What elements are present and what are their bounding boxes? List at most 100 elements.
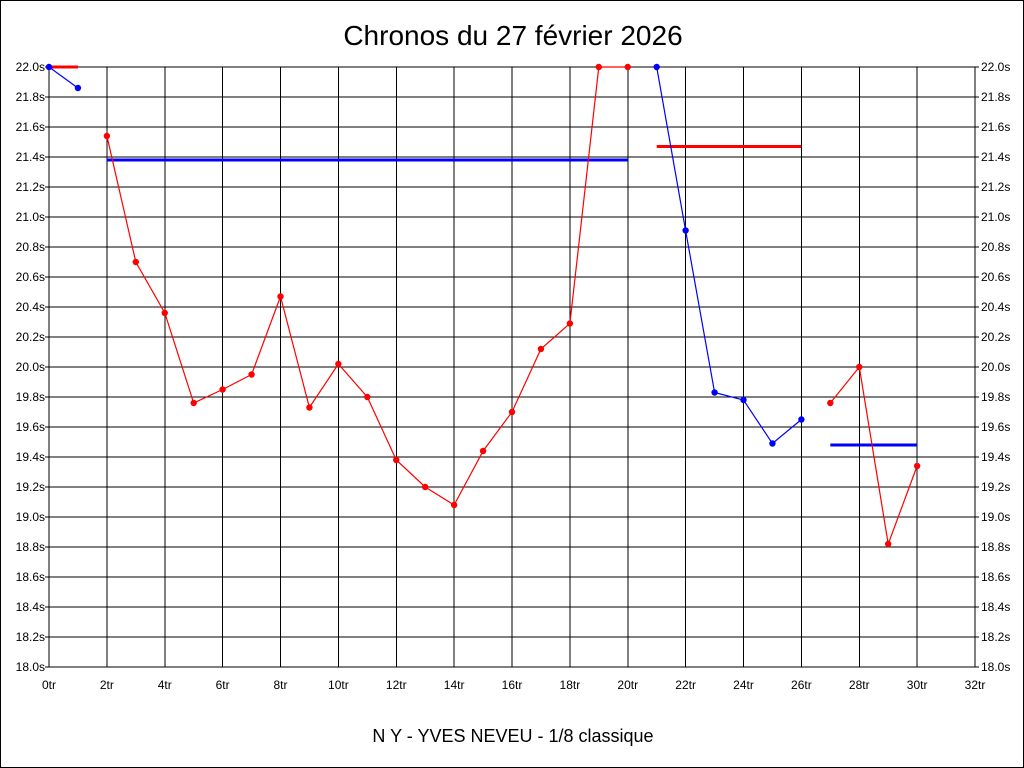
y-tick-label-left: 21.8s	[16, 90, 45, 104]
y-tick-label-left: 21.2s	[16, 180, 45, 194]
y-tick-label-left: 19.6s	[16, 420, 45, 434]
y-tick-label-left: 19.4s	[16, 450, 45, 464]
x-tick-label: 2tr	[100, 678, 114, 692]
data-point	[537, 345, 545, 353]
y-tick-label-right: 18.4s	[981, 600, 1010, 614]
y-tick-label-left: 19.2s	[16, 480, 45, 494]
y-tick-label-right: 18.8s	[981, 540, 1010, 554]
y-tick-label-left: 20.6s	[16, 270, 45, 284]
data-point	[306, 404, 313, 411]
data-point	[508, 408, 516, 416]
data-point	[479, 447, 487, 455]
chart-subtitle: N Y - YVES NEVEU - 1/8 classique	[372, 726, 653, 746]
data-point	[190, 399, 197, 407]
chart-title: Chronos du 27 février 2026	[343, 20, 682, 51]
data-point	[740, 396, 747, 404]
series-line	[48, 66, 79, 89]
y-tick-label-left: 22.0s	[16, 60, 45, 74]
x-tick-label: 28tr	[849, 678, 870, 692]
data-point	[277, 293, 284, 300]
data-point	[827, 399, 834, 407]
data-point	[103, 132, 111, 140]
data-point	[364, 393, 371, 401]
data-point	[653, 63, 660, 71]
y-tick-label-right: 21.2s	[981, 180, 1010, 194]
x-tick-label: 12tr	[386, 678, 407, 692]
data-point	[161, 309, 168, 317]
y-tick-label-right: 19.8s	[981, 390, 1010, 404]
data-point	[884, 540, 892, 548]
grid	[45, 66, 979, 668]
y-tick-label-left: 19.0s	[16, 510, 45, 524]
series-markers	[45, 63, 921, 548]
y-tick-label-right: 19.2s	[981, 480, 1010, 494]
y-tick-label-left: 21.0s	[16, 210, 45, 224]
data-point	[74, 84, 82, 92]
y-tick-label-right: 20.4s	[981, 300, 1010, 314]
data-point	[421, 483, 429, 491]
x-tick-label: 6tr	[216, 678, 230, 692]
data-point	[393, 456, 400, 464]
y-tick-label-right: 20.2s	[981, 330, 1010, 344]
data-point	[711, 389, 718, 396]
y-tick-label-right: 20.0s	[981, 360, 1010, 374]
y-tick-label-left: 21.4s	[16, 150, 45, 164]
data-point	[335, 360, 342, 368]
x-tick-label: 16tr	[502, 678, 523, 692]
x-tick-label: 26tr	[791, 678, 812, 692]
y-tick-label-right: 21.6s	[981, 120, 1010, 134]
data-point	[798, 416, 805, 423]
data-point	[595, 63, 603, 71]
y-tick-label-left: 20.0s	[16, 360, 45, 374]
y-tick-label-right: 19.4s	[981, 450, 1010, 464]
y-tick-label-right: 22.0s	[981, 60, 1010, 74]
y-tick-label-right: 20.6s	[981, 270, 1010, 284]
y-tick-label-right: 18.2s	[981, 630, 1010, 644]
data-point	[219, 386, 226, 393]
series-line	[829, 365, 918, 547]
y-tick-label-right: 18.0s	[981, 660, 1010, 674]
data-point	[913, 462, 921, 470]
x-tick-label: 14tr	[444, 678, 465, 692]
y-tick-label-left: 21.6s	[16, 120, 45, 134]
y-tick-label-left: 20.4s	[16, 300, 45, 314]
y-tick-label-left: 20.8s	[16, 240, 45, 254]
x-tick-label: 32tr	[965, 678, 986, 692]
y-tick-label-right: 21.8s	[981, 90, 1010, 104]
y-tick-label-right: 19.6s	[981, 420, 1010, 434]
y-tick-label-right: 20.8s	[981, 240, 1010, 254]
axis-labels: 0tr 2tr 4tr 6tr 8tr 10tr 12tr 14tr 16tr 18tr 20tr 2…	[16, 60, 1011, 692]
y-tick-label-right: 18.6s	[981, 570, 1010, 584]
data-point	[566, 320, 574, 327]
y-tick-label-left: 18.6s	[16, 570, 45, 584]
x-tick-label: 18tr	[560, 678, 581, 692]
series-line	[106, 66, 628, 506]
series-line	[656, 66, 802, 445]
data-point	[248, 371, 255, 378]
y-tick-label-left: 20.2s	[16, 330, 45, 344]
x-tick-label: 4tr	[158, 678, 172, 692]
data-point	[132, 258, 140, 266]
data-point	[769, 440, 776, 447]
y-tick-label-left: 18.0s	[16, 660, 45, 674]
y-tick-label-left: 18.2s	[16, 630, 45, 644]
y-tick-label-left: 18.8s	[16, 540, 45, 554]
data-point	[856, 363, 863, 371]
y-tick-label-left: 18.4s	[16, 600, 45, 614]
series-lines	[48, 66, 918, 547]
data-point	[45, 63, 53, 71]
x-tick-label: 8tr	[273, 678, 287, 692]
x-tick-label: 22tr	[675, 678, 696, 692]
y-tick-label-right: 21.0s	[981, 210, 1010, 224]
x-tick-label: 24tr	[733, 678, 754, 692]
data-point	[624, 63, 631, 71]
x-tick-label: 10tr	[328, 678, 349, 692]
y-tick-label-right: 21.4s	[981, 150, 1010, 164]
average-lines	[49, 65, 918, 447]
data-point	[450, 501, 458, 509]
y-tick-label-left: 19.8s	[16, 390, 45, 404]
y-tick-label-right: 19.0s	[981, 510, 1010, 524]
x-tick-label: 30tr	[907, 678, 928, 692]
